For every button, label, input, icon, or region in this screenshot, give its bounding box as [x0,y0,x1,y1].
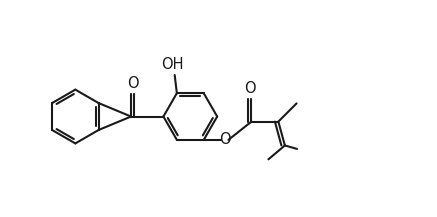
Text: O: O [127,76,139,91]
Text: O: O [244,81,256,96]
Text: O: O [219,132,230,147]
Text: OH: OH [161,58,184,72]
